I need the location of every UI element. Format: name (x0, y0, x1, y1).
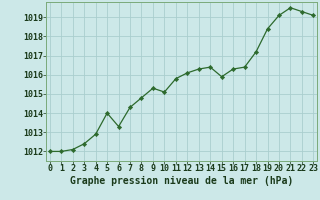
X-axis label: Graphe pression niveau de la mer (hPa): Graphe pression niveau de la mer (hPa) (70, 176, 293, 186)
